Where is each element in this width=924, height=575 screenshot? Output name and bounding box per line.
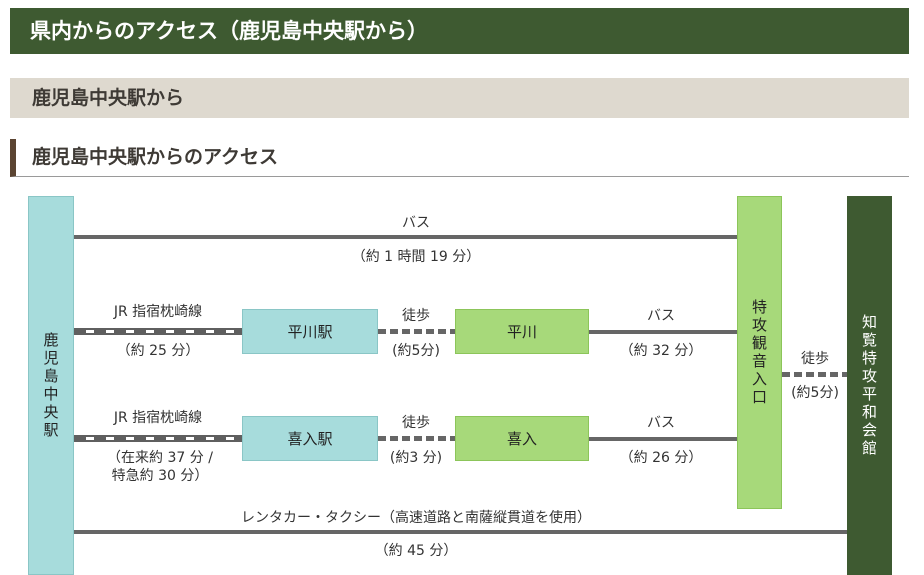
tokko-stop: 特攻観音入口: [737, 196, 782, 509]
kiire-station-label: 喜入駅: [287, 430, 333, 448]
kiire-stop-label: 喜入: [506, 430, 537, 448]
bus-line-kiire: [589, 437, 737, 441]
kiire-station: 喜入駅: [242, 416, 378, 461]
jr-kiire-mode: JR 指宿枕崎線: [113, 410, 203, 426]
jr-hirakawa-mode: JR 指宿枕崎線: [113, 304, 203, 320]
walk-line-kiire: [378, 436, 455, 441]
jr-line-hirakawa: [74, 328, 242, 335]
car-line: [74, 530, 847, 534]
origin-station: 鹿児島中央駅: [28, 196, 74, 575]
car-time: （約 45 分）: [374, 543, 458, 559]
tokko-stop-label: 特攻観音入口: [750, 298, 768, 407]
jr-kiire-time: （在来約 37 分 / 特急約 30 分）: [107, 450, 213, 484]
walk-kiire-mode: 徒歩: [402, 415, 430, 431]
car-mode: レンタカー・タクシー（高速道路と南薩縦貫道を使用）: [241, 510, 591, 526]
jr-hirakawa-time: （約 25 分）: [116, 343, 200, 359]
sub-title: 鹿児島中央駅から: [10, 78, 909, 118]
access-title: 鹿児島中央駅からのアクセス: [10, 139, 909, 177]
museum: 知覧特攻平和会館: [847, 196, 892, 575]
bus-line-hirakawa: [589, 330, 737, 334]
bus-kiire-mode: バス: [647, 415, 675, 431]
bus-kiire-time: （約 26 分）: [619, 450, 703, 466]
section-title: 県内からのアクセス（鹿児島中央駅から）: [10, 8, 909, 54]
hirakawa-station: 平川駅: [242, 309, 378, 354]
bus-hirakawa-time: （約 32 分）: [619, 343, 703, 359]
walk-hirakawa-mode: 徒歩: [402, 308, 430, 324]
origin-station-label: 鹿児島中央駅: [41, 331, 60, 440]
walk-line-hirakawa: [378, 329, 455, 334]
walk-final-mode: 徒歩: [801, 351, 829, 367]
hirakawa-station-label: 平川駅: [287, 323, 333, 341]
walk-kiire-time: (約3 分): [389, 450, 443, 466]
walk-final-time: (約5分): [791, 385, 839, 401]
walk-line-final: [782, 372, 847, 377]
hirakawa-stop: 平川: [455, 309, 589, 354]
bus-direct-mode: バス: [402, 215, 430, 231]
kiire-stop: 喜入: [455, 416, 589, 461]
walk-hirakawa-time: (約5分): [392, 343, 440, 359]
bus-hirakawa-mode: バス: [647, 308, 675, 324]
museum-label: 知覧特攻平和会館: [860, 313, 878, 458]
bus-direct-line: [74, 235, 737, 239]
hirakawa-stop-label: 平川: [506, 323, 537, 341]
jr-line-kiire: [74, 435, 242, 442]
bus-direct-time: （約 1 時間 19 分）: [351, 249, 481, 265]
